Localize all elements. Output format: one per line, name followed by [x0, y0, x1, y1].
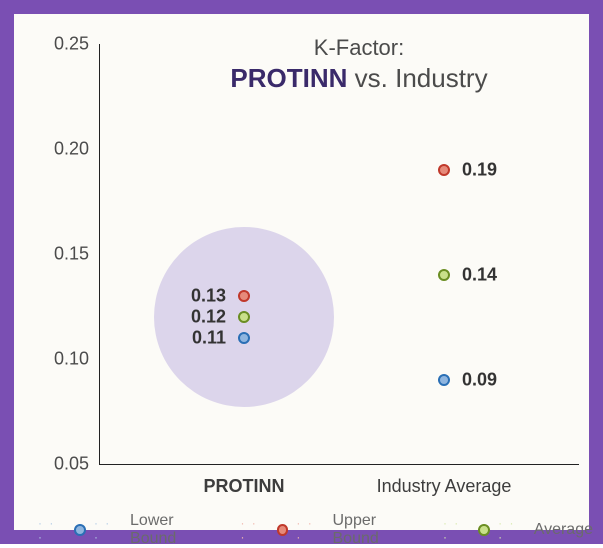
legend-dots: · · · — [296, 516, 324, 544]
legend-item-upper: · · · · · · Upper Bound — [240, 512, 424, 548]
category-label: Industry Average — [344, 476, 544, 497]
x-axis — [99, 464, 579, 465]
value-label: 0.14 — [462, 265, 522, 286]
legend-dots: · · · — [94, 516, 122, 544]
legend-item-lower: · · · · · · Lower Bound — [38, 512, 222, 548]
data-marker-avg — [238, 311, 250, 323]
y-axis — [99, 44, 100, 464]
legend: · · · · · · Lower Bound · · · · · · Upper Bou… — [38, 512, 593, 548]
category-label: PROTINN — [144, 476, 344, 497]
legend-dots: · · · — [38, 516, 66, 544]
legend-marker — [74, 524, 86, 536]
ytick-label: 0.20 — [34, 139, 89, 160]
ytick-label: 0.05 — [34, 454, 89, 475]
legend-dots: · · · — [498, 516, 526, 544]
chart-frame: K-Factor: PROTINN vs. Industry 0.050.100… — [0, 0, 603, 544]
legend-item-avg: · · · · · · Average — [443, 516, 593, 544]
ytick-label: 0.10 — [34, 349, 89, 370]
value-label: 0.19 — [462, 160, 522, 181]
data-marker-upper — [438, 164, 450, 176]
data-marker-lower — [238, 332, 250, 344]
legend-dots: · · · — [443, 516, 471, 544]
value-label: 0.09 — [462, 370, 522, 391]
plot-area: 0.050.100.150.200.25PROTINNIndustry Aver… — [99, 44, 579, 464]
ytick-label: 0.15 — [34, 244, 89, 265]
value-label: 0.11 — [166, 328, 226, 349]
data-marker-avg — [438, 269, 450, 281]
legend-marker — [478, 524, 490, 536]
legend-label: Average — [534, 521, 593, 539]
ytick-label: 0.25 — [34, 34, 89, 55]
value-label: 0.12 — [166, 307, 226, 328]
legend-label: Upper Bound — [333, 512, 425, 548]
legend-marker — [277, 524, 289, 536]
data-marker-upper — [238, 290, 250, 302]
value-label: 0.13 — [166, 286, 226, 307]
data-marker-lower — [438, 374, 450, 386]
legend-label: Lower Bound — [130, 512, 222, 548]
legend-dots: · · · — [240, 516, 268, 544]
